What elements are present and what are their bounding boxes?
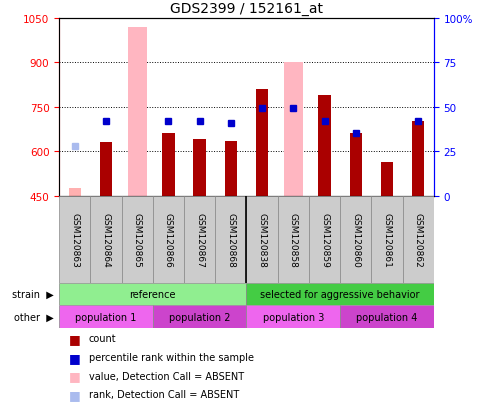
Text: GSM120864: GSM120864 — [102, 212, 110, 267]
Bar — [246, 283, 434, 306]
Text: population 4: population 4 — [356, 312, 418, 322]
Text: GSM120866: GSM120866 — [164, 212, 173, 267]
Bar — [246, 306, 340, 328]
Bar — [381, 162, 393, 196]
Bar — [69, 189, 81, 196]
Text: population 2: population 2 — [169, 312, 230, 322]
Text: other  ▶: other ▶ — [14, 312, 54, 322]
Bar — [225, 141, 237, 196]
Text: GSM120838: GSM120838 — [258, 212, 267, 267]
Bar — [350, 134, 362, 196]
Bar — [215, 196, 246, 283]
Text: reference: reference — [130, 289, 176, 299]
Bar — [122, 196, 153, 283]
Bar — [193, 140, 206, 196]
Text: GSM120865: GSM120865 — [133, 212, 141, 267]
Bar — [153, 306, 246, 328]
Bar — [59, 196, 90, 283]
Bar — [162, 134, 175, 196]
Text: population 1: population 1 — [75, 312, 137, 322]
Text: ■: ■ — [69, 332, 81, 345]
Bar — [59, 283, 246, 306]
Text: ■: ■ — [69, 369, 81, 382]
Text: ■: ■ — [69, 351, 81, 364]
Bar — [340, 196, 371, 283]
Bar — [340, 306, 434, 328]
Text: count: count — [89, 334, 116, 344]
Bar — [100, 143, 112, 196]
Bar — [403, 196, 434, 283]
Text: GSM120858: GSM120858 — [289, 212, 298, 267]
Bar — [284, 63, 303, 196]
Bar — [318, 95, 331, 196]
Bar — [256, 90, 268, 196]
Text: GSM120867: GSM120867 — [195, 212, 204, 267]
Bar — [128, 27, 146, 196]
Text: value, Detection Call = ABSENT: value, Detection Call = ABSENT — [89, 371, 244, 381]
Text: GSM120861: GSM120861 — [383, 212, 391, 267]
Text: GSM120859: GSM120859 — [320, 212, 329, 267]
Text: GSM120868: GSM120868 — [226, 212, 235, 267]
Bar — [246, 196, 278, 283]
Text: GSM120860: GSM120860 — [352, 212, 360, 267]
Text: strain  ▶: strain ▶ — [12, 289, 54, 299]
Text: selected for aggressive behavior: selected for aggressive behavior — [260, 289, 420, 299]
Bar — [153, 196, 184, 283]
Bar — [184, 196, 215, 283]
Bar — [59, 306, 153, 328]
Bar — [278, 196, 309, 283]
Bar — [90, 196, 122, 283]
Text: rank, Detection Call = ABSENT: rank, Detection Call = ABSENT — [89, 389, 239, 399]
Text: GSM120863: GSM120863 — [70, 212, 79, 267]
Text: percentile rank within the sample: percentile rank within the sample — [89, 352, 254, 362]
Title: GDS2399 / 152161_at: GDS2399 / 152161_at — [170, 2, 323, 16]
Text: ■: ■ — [69, 388, 81, 401]
Text: population 3: population 3 — [263, 312, 324, 322]
Text: GSM120862: GSM120862 — [414, 212, 423, 267]
Bar — [412, 122, 424, 196]
Bar — [371, 196, 403, 283]
Bar — [309, 196, 340, 283]
